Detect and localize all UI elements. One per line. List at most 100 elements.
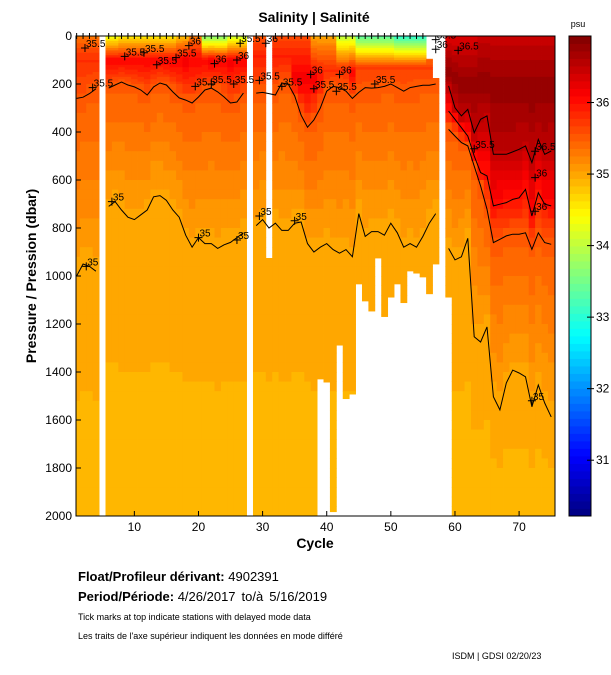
heatmap-cell	[79, 218, 87, 229]
heatmap-cell	[477, 477, 485, 488]
heatmap-cell	[368, 57, 376, 61]
heatmap-cell	[477, 40, 485, 44]
heatmap-cell	[445, 295, 453, 298]
heatmap-cell	[368, 76, 376, 80]
heatmap-cell	[400, 43, 408, 46]
heatmap-cell	[310, 57, 318, 61]
heatmap-cell	[464, 477, 472, 488]
heatmap-cell	[233, 458, 241, 469]
heatmap-cell	[291, 496, 299, 507]
heatmap-cell	[477, 64, 485, 68]
heatmap-cell	[291, 72, 299, 75]
heatmap-cell	[349, 160, 356, 171]
heatmap-cell	[220, 324, 228, 334]
heatmap-cell	[124, 468, 132, 478]
heatmap-cell	[361, 81, 369, 85]
heatmap-cell	[285, 189, 292, 200]
heatmap-cell	[240, 112, 247, 123]
heatmap-cell	[188, 458, 196, 469]
heatmap-cell	[381, 60, 389, 63]
heatmap-cell	[355, 112, 363, 123]
heatmap-cell	[477, 67, 485, 70]
heatmap-cell	[458, 40, 465, 44]
heatmap-cell	[233, 420, 241, 430]
heatmap-cell	[336, 84, 344, 94]
heatmap-cell	[272, 247, 280, 258]
heatmap-cell	[118, 50, 126, 54]
heatmap-cell	[535, 69, 542, 73]
heatmap-cell	[310, 477, 318, 488]
heatmap-cell	[214, 45, 222, 49]
heatmap-cell	[111, 266, 119, 277]
contour-label-marker-icon	[309, 84, 318, 93]
heatmap-cell	[240, 333, 247, 344]
heatmap-cell	[201, 429, 209, 440]
heatmap-cell	[515, 52, 523, 56]
heatmap-cell	[483, 343, 491, 354]
heatmap-cell	[208, 247, 215, 258]
heatmap-cell	[220, 410, 228, 421]
heatmap-cell	[86, 304, 94, 315]
heatmap-cell	[323, 333, 331, 344]
heatmap-cell	[355, 141, 363, 152]
heatmap-cell	[342, 84, 350, 94]
heatmap-cell	[220, 285, 228, 296]
heatmap-cell	[374, 189, 382, 200]
heatmap-cell	[272, 199, 280, 210]
heatmap-cell	[150, 160, 158, 171]
heatmap-cell	[105, 38, 113, 42]
heatmap-cell	[163, 43, 171, 46]
heatmap-cell	[169, 84, 177, 94]
heatmap-cell	[503, 62, 510, 66]
heatmap-cell	[233, 208, 241, 219]
heatmap-cell	[195, 38, 203, 42]
heatmap-cell	[471, 180, 478, 190]
heatmap-cell	[426, 285, 433, 295]
heatmap-cell	[304, 324, 312, 334]
heatmap-cell	[259, 372, 267, 382]
heatmap-cell	[227, 247, 235, 258]
heatmap-cell	[105, 343, 113, 354]
heatmap-cell	[522, 199, 530, 210]
heatmap-cell	[445, 43, 453, 46]
heatmap-cell	[188, 74, 196, 78]
heatmap-cell	[535, 487, 542, 498]
heatmap-cell	[195, 343, 203, 354]
heatmap-cell	[445, 60, 453, 63]
heatmap-cell	[419, 237, 427, 248]
heatmap-cell	[522, 112, 530, 123]
heatmap-cell	[451, 50, 459, 54]
heatmap-cell	[150, 170, 158, 181]
heatmap-cell	[413, 122, 421, 133]
heatmap-cell	[285, 64, 292, 68]
heatmap-cell	[79, 112, 87, 123]
heatmap-cell	[541, 256, 549, 267]
heatmap-cell	[195, 69, 203, 73]
heatmap-cell	[419, 276, 427, 278]
heatmap-cell	[387, 180, 395, 190]
heatmap-cell	[201, 256, 209, 267]
heatmap-cell	[220, 103, 228, 114]
heatmap-cell	[150, 48, 158, 51]
heatmap-cell	[528, 199, 536, 210]
heatmap-cell	[227, 362, 235, 373]
heatmap-cell	[195, 52, 203, 56]
heatmap-cell	[227, 439, 235, 450]
heatmap-cell	[176, 62, 183, 66]
heatmap-cell	[336, 45, 344, 49]
heatmap-cell	[220, 333, 228, 344]
heatmap-cell	[426, 170, 433, 181]
heatmap-cell	[528, 57, 536, 61]
heatmap-cell	[156, 62, 164, 66]
heatmap-cell	[329, 400, 337, 411]
heatmap-cell	[92, 362, 100, 373]
heatmap-cell	[201, 237, 209, 248]
heatmap-cell	[156, 266, 164, 277]
heatmap-cell	[342, 151, 350, 162]
heatmap-cell	[201, 60, 209, 63]
heatmap-cell	[86, 69, 94, 73]
heatmap-cell	[464, 468, 472, 478]
heatmap-cell	[387, 151, 395, 162]
heatmap-cell	[445, 285, 453, 296]
